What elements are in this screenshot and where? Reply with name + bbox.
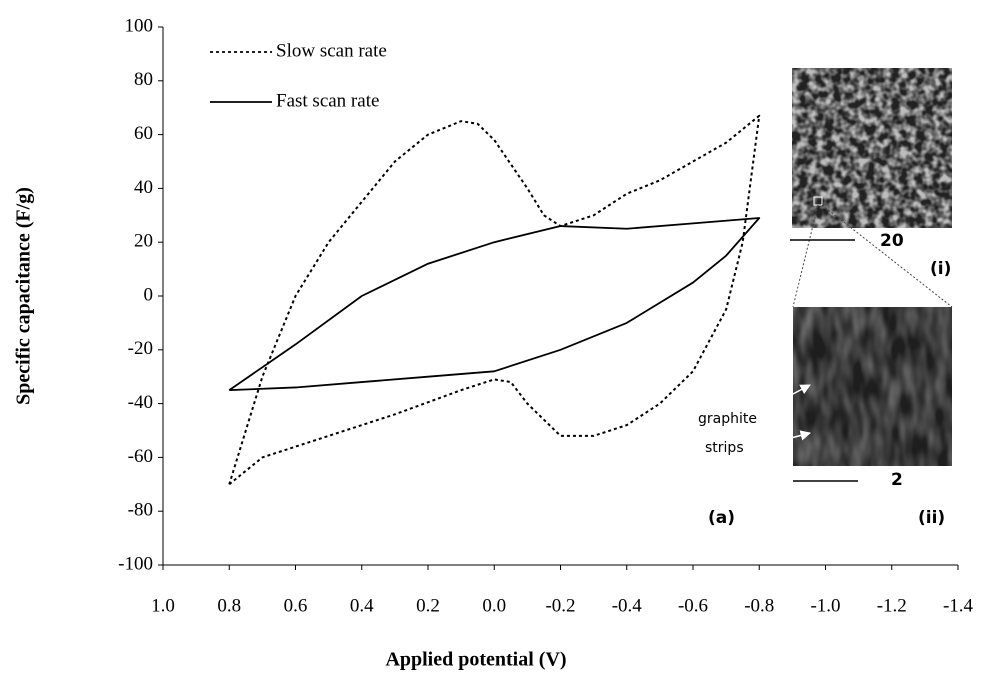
x-tick-label: -0.4 [612,595,643,616]
series-line [228,217,761,392]
y-tick-label: -80 [128,500,153,521]
annotation: strips [705,440,744,456]
x-tick-label: 1.0 [151,595,175,616]
x-tick-label: -0.6 [678,595,708,616]
inset-texture-ii [793,307,952,466]
scale-label: 2 [891,470,903,490]
y-tick-label: 80 [134,69,153,90]
inset-label: (ii) [918,508,945,528]
y-tick-label: 20 [134,231,153,252]
arrow [771,430,812,444]
x-tick-label: 0.8 [217,595,241,616]
zoom-line [792,204,819,308]
x-tick-label: -1.2 [877,595,907,616]
x-tick-label: -1.0 [810,595,840,616]
y-tick-label: 0 [144,284,154,305]
zoom-line [821,204,953,308]
x-tick-label: 0.2 [416,595,440,616]
series-line [228,114,761,486]
y-tick-label: -100 [118,553,153,574]
arrow [771,384,811,406]
annotation: graphite [698,411,757,427]
inset-texture-i [792,68,952,228]
x-tick-label: 0.0 [482,595,506,616]
y-tick-label: 60 [134,123,153,144]
x-tick-label: 0.6 [284,595,308,616]
legend-label: Slow scan rate [276,40,387,61]
panel-label: (a) [708,508,735,528]
y-tick-label: -40 [128,392,153,413]
y-tick-label: -20 [128,338,153,359]
x-tick-label: -1.4 [943,595,974,616]
scale-label: 20 [880,231,904,251]
x-axis-title: Applied potential (V) [385,649,566,671]
x-tick-label: -0.8 [744,595,774,616]
legend-label: Fast scan rate [276,90,379,111]
y-axis-title: Specific capacitance (F/g) [13,187,35,405]
y-tick-label: 40 [134,177,153,198]
x-tick-label: 0.4 [350,595,374,616]
x-tick-label: -0.2 [545,595,575,616]
inset-label: (i) [930,259,951,279]
y-tick-label: 100 [125,15,154,36]
y-tick-label: -60 [128,446,153,467]
